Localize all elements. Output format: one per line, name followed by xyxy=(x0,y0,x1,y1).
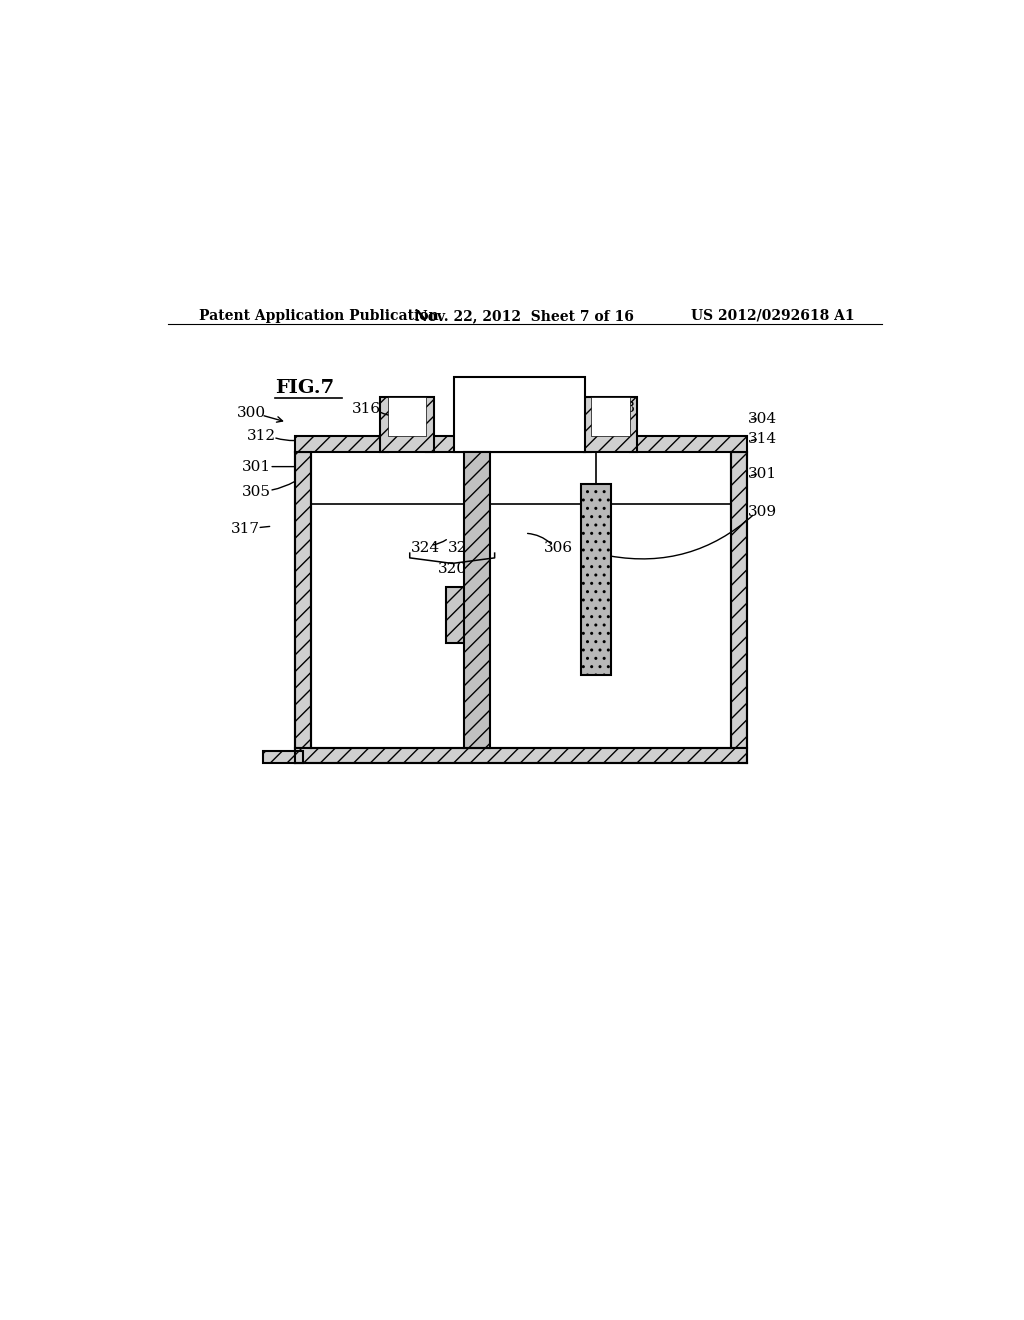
Text: 300: 300 xyxy=(237,405,265,420)
Bar xyxy=(454,378,585,453)
Text: 314: 314 xyxy=(749,432,777,446)
Bar xyxy=(263,751,303,763)
Bar xyxy=(446,587,484,643)
Bar xyxy=(630,437,748,453)
Text: 312: 312 xyxy=(247,429,275,444)
Text: Nov. 22, 2012  Sheet 7 of 16: Nov. 22, 2012 Sheet 7 of 16 xyxy=(416,309,634,323)
Bar xyxy=(465,453,489,747)
Text: 317: 317 xyxy=(231,523,260,536)
Bar xyxy=(388,397,426,437)
Text: 316: 316 xyxy=(351,401,381,416)
Bar xyxy=(582,484,611,675)
Text: FIG.7: FIG.7 xyxy=(274,379,334,397)
Text: 301: 301 xyxy=(749,467,777,480)
Text: 305: 305 xyxy=(242,484,271,499)
Text: Patent Application Publication: Patent Application Publication xyxy=(200,309,439,323)
Text: US 2012/0292618 A1: US 2012/0292618 A1 xyxy=(690,309,854,323)
Text: 324: 324 xyxy=(411,541,440,554)
Bar xyxy=(731,453,748,747)
Text: 304: 304 xyxy=(749,412,777,426)
Bar xyxy=(310,453,731,747)
Text: 350: 350 xyxy=(518,401,547,414)
Text: 309: 309 xyxy=(749,504,777,519)
Bar xyxy=(295,747,748,763)
Text: 301: 301 xyxy=(242,459,271,474)
Bar xyxy=(380,397,434,453)
Bar xyxy=(426,437,592,453)
Text: 321: 321 xyxy=(449,541,477,554)
Bar xyxy=(295,453,310,747)
Bar xyxy=(592,397,630,437)
Text: 318: 318 xyxy=(607,401,636,414)
Text: 320: 320 xyxy=(437,562,467,576)
Bar xyxy=(584,397,638,453)
Bar xyxy=(295,437,388,453)
Text: 306: 306 xyxy=(545,541,573,554)
